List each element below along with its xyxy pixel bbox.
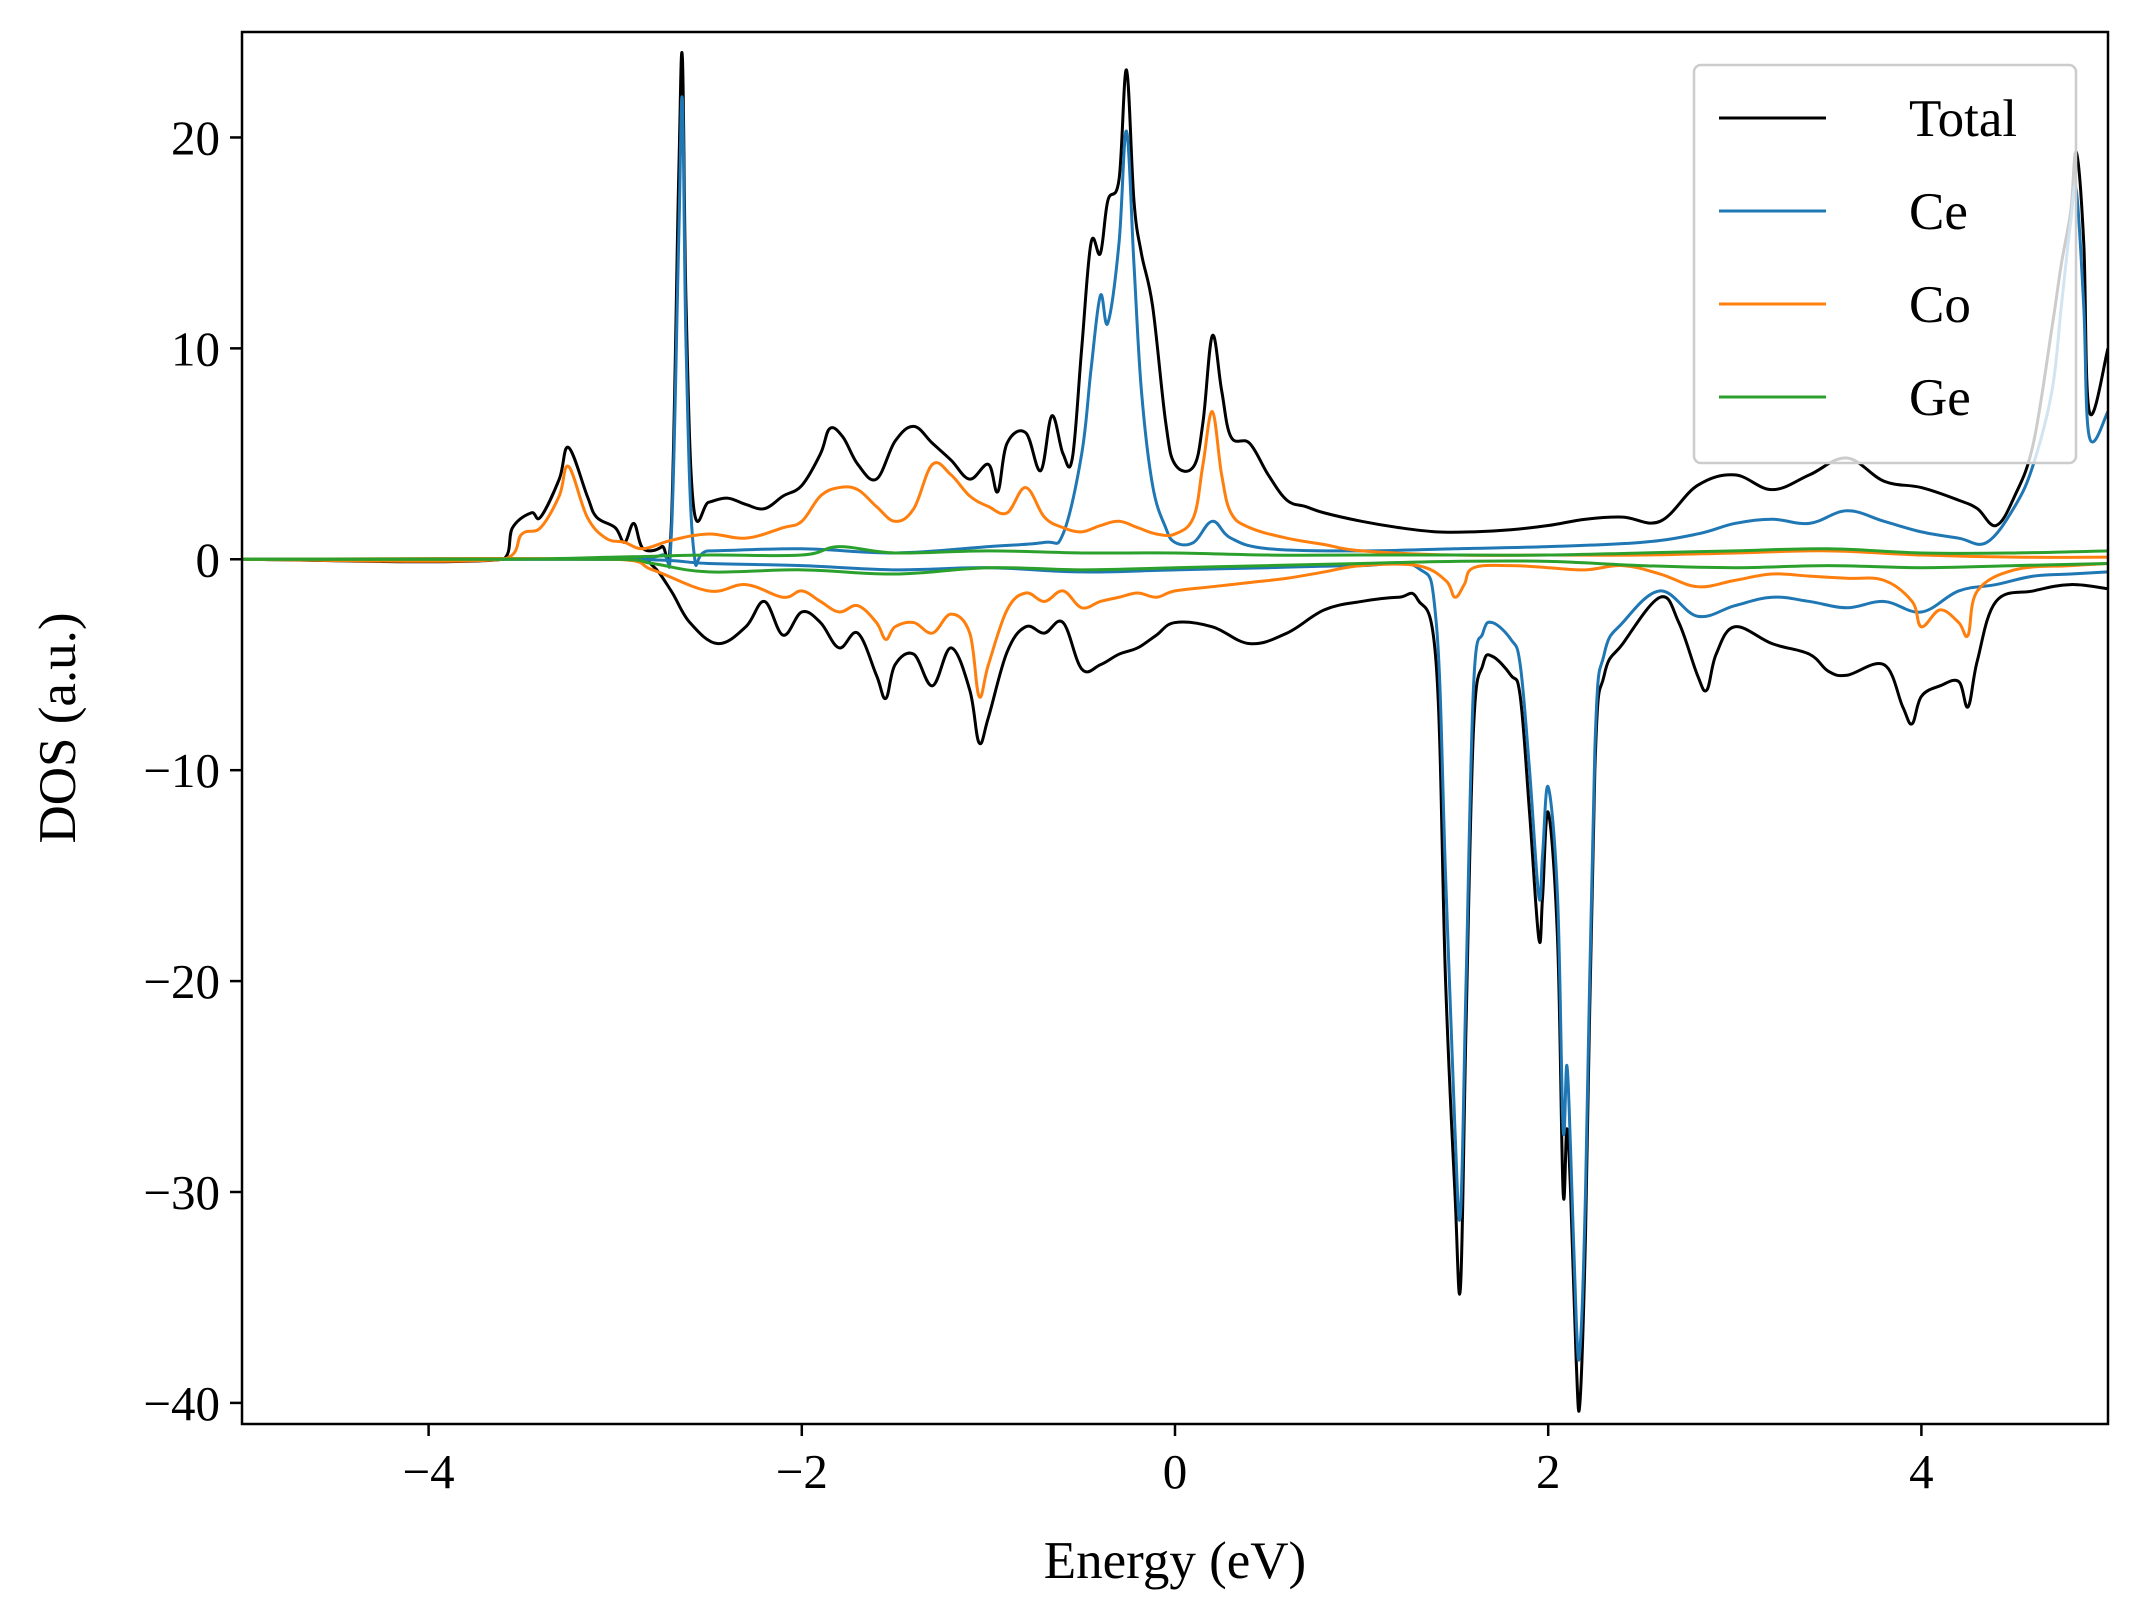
legend-label-ge: Ge <box>1909 369 1971 427</box>
legend-label-co: Co <box>1909 276 1971 334</box>
series-ge-spin-down-line <box>242 557 2108 576</box>
x-tick-label: −4 <box>403 1444 455 1499</box>
y-tick-label: 10 <box>171 321 220 376</box>
series-ge-spin-up-line <box>242 545 2108 561</box>
y-tick-label: −40 <box>143 1376 220 1431</box>
x-tick-label: 2 <box>1536 1444 1561 1499</box>
y-tick-label: −30 <box>143 1165 220 1220</box>
y-tick-label: −10 <box>143 743 220 798</box>
legend-label-total: Total <box>1909 90 2017 148</box>
series-ce-spin-down-line <box>242 557 2108 1362</box>
y-tick-label: 0 <box>196 532 221 587</box>
x-axis-label: Energy (eV) <box>1044 1532 1306 1590</box>
x-tick-label: 4 <box>1909 1444 1934 1499</box>
y-tick-label: −20 <box>143 954 220 1009</box>
x-tick-label: −2 <box>776 1444 828 1499</box>
y-tick-label: 20 <box>171 110 220 165</box>
legend-box <box>1692 63 2078 465</box>
legend: Total Ce Co Ge <box>1692 63 2078 465</box>
y-axis-label: DOS (a.u.) <box>29 612 87 843</box>
series-co-spin-down-line <box>242 556 2108 699</box>
x-tick-label: 0 <box>1163 1444 1188 1499</box>
legend-label-ce: Ce <box>1909 183 1968 241</box>
series-layer <box>242 50 2108 1413</box>
series-ce-spin-up-line <box>242 95 2108 569</box>
plot-frame <box>240 30 2110 1426</box>
